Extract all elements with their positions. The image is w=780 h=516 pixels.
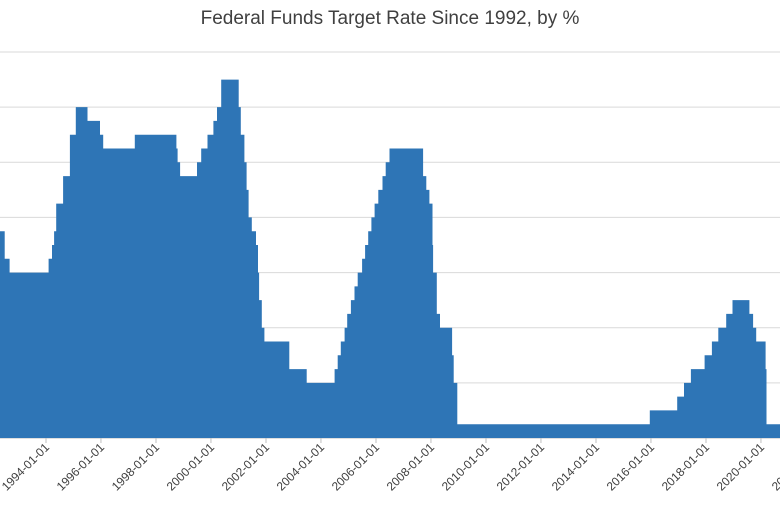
x-tick-label: 2010-01-01 bbox=[439, 440, 493, 494]
rate-area-series bbox=[0, 79, 780, 438]
x-tick-label: 2014-01-01 bbox=[549, 440, 603, 494]
x-tick-label: 2002-01-01 bbox=[219, 440, 273, 494]
x-tick-label: 2008-01-01 bbox=[384, 440, 438, 494]
x-tick-label: 2022-01-01 bbox=[769, 440, 780, 494]
x-tick-label: 2004-01-01 bbox=[274, 440, 328, 494]
x-tick-label: 2006-01-01 bbox=[329, 440, 383, 494]
x-tick-label: 1998-01-01 bbox=[109, 440, 163, 494]
x-tick-label: 2016-01-01 bbox=[604, 440, 658, 494]
x-tick-label: 1994-01-01 bbox=[0, 440, 52, 494]
x-tick-label: 2012-01-01 bbox=[494, 440, 548, 494]
chart-title: Federal Funds Target Rate Since 1992, by… bbox=[200, 8, 580, 29]
x-tick-label: 2000-01-01 bbox=[164, 440, 218, 494]
x-tick-label: 2018-01-01 bbox=[659, 440, 713, 494]
x-tick-label: 2020-01-01 bbox=[714, 440, 768, 494]
x-tick-label: 1996-01-01 bbox=[54, 440, 108, 494]
